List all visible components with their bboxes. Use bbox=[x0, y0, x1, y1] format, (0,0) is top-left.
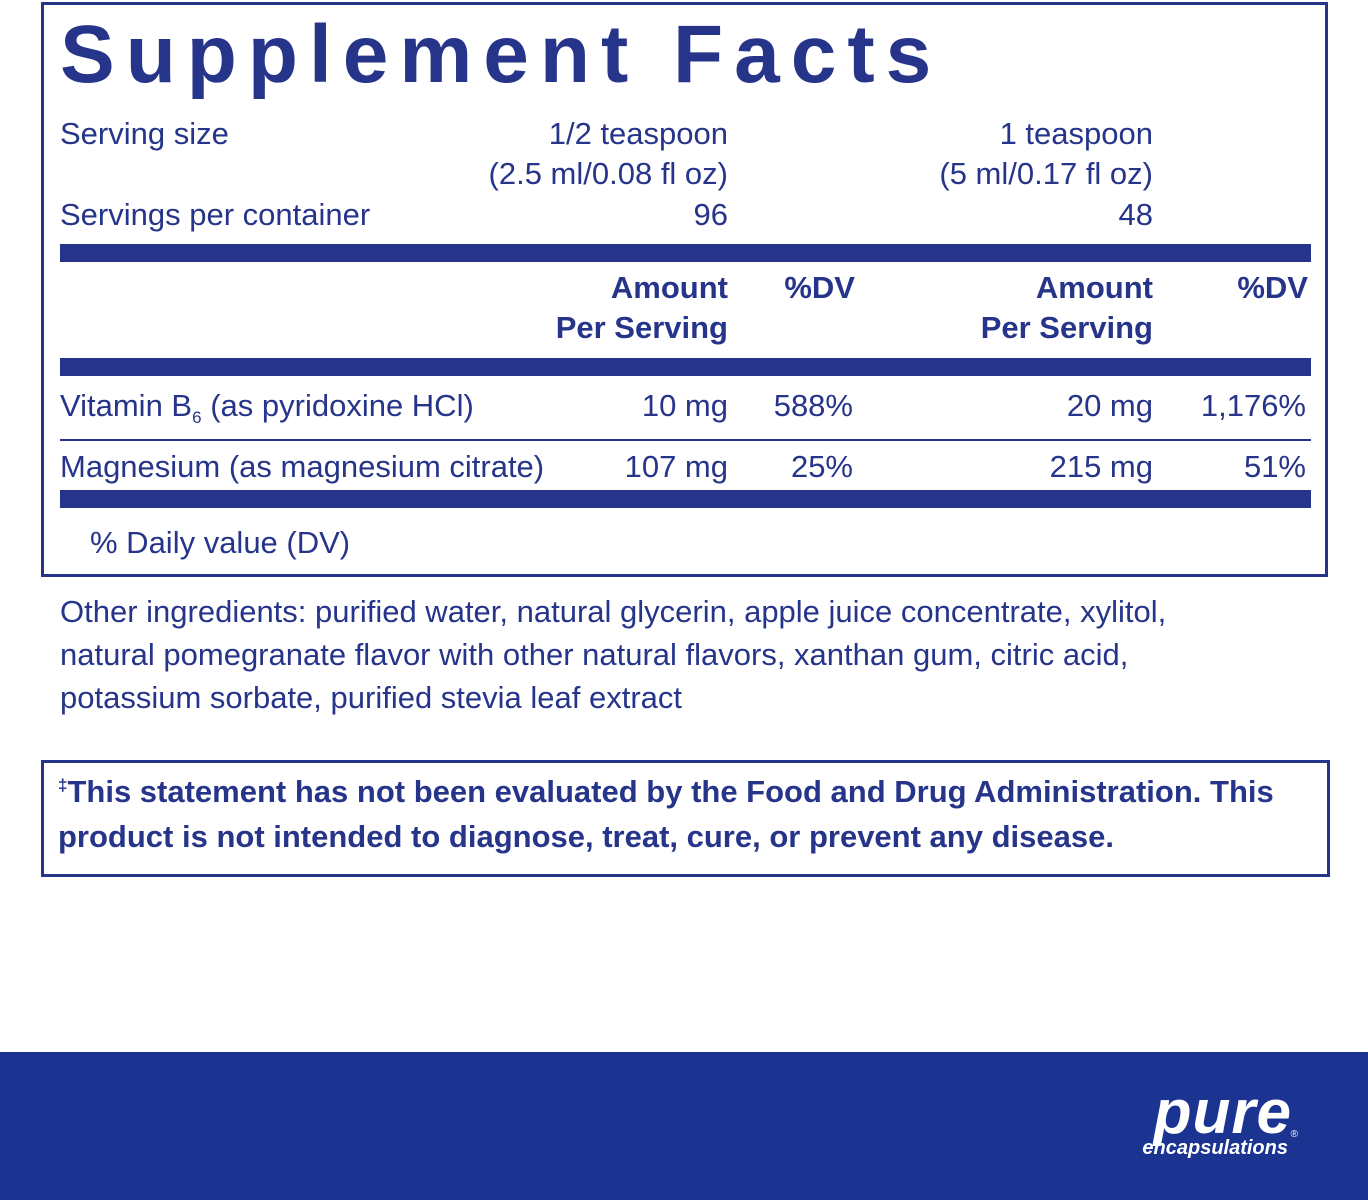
amount: 215 mg bbox=[1049, 449, 1153, 484]
brand-band bbox=[0, 1052, 1368, 1200]
servings-label: Servings per container bbox=[60, 197, 371, 232]
column-header: %DV bbox=[784, 270, 855, 305]
servings-count: 48 bbox=[1118, 197, 1153, 232]
amount: 20 mg bbox=[1066, 388, 1153, 423]
facts-box bbox=[41, 2, 1328, 577]
column-header: Amount bbox=[1035, 270, 1153, 305]
servings-count: 96 bbox=[693, 197, 728, 232]
daily-value: 25% bbox=[790, 449, 853, 484]
nutrient-name: Vitamin B6 (as pyridoxine HCl) bbox=[60, 390, 474, 426]
divider bbox=[60, 490, 1311, 508]
brand-sub: encapsulations bbox=[1142, 1137, 1288, 1159]
disclaimer-text: This statement has not been evaluated by… bbox=[67, 774, 1274, 809]
nutrient-name: Vitamin B bbox=[60, 388, 193, 423]
column-header: Per Serving bbox=[555, 310, 728, 345]
serving-size: (5 ml/0.17 fl oz) bbox=[939, 156, 1153, 191]
ingredients-line: Other ingredients: purified water, natur… bbox=[60, 594, 1167, 629]
column-header: Per Serving bbox=[980, 310, 1153, 345]
registered-mark: ® bbox=[1290, 1129, 1298, 1140]
serving-size-label: Serving size bbox=[60, 116, 229, 151]
ingredients-line: potassium sorbate, purified stevia leaf … bbox=[60, 680, 683, 715]
serving-size: 1 teaspoon bbox=[999, 116, 1153, 151]
amount: 107 mg bbox=[624, 449, 728, 484]
column-header: Amount bbox=[610, 270, 728, 305]
daily-value: 1,176% bbox=[1200, 388, 1306, 423]
ingredients-line: natural pomegranate flavor with other na… bbox=[60, 637, 1129, 672]
footnote: % Daily value (DV) bbox=[90, 525, 351, 560]
divider bbox=[60, 244, 1311, 262]
serving-size: 1/2 teaspoon bbox=[548, 116, 728, 151]
divider bbox=[60, 358, 1311, 376]
serving-size: (2.5 ml/0.08 fl oz) bbox=[488, 156, 728, 191]
disclaimer-mark: ‡ bbox=[58, 775, 68, 795]
title: Supplement Facts bbox=[60, 9, 943, 100]
amount: 10 mg bbox=[641, 388, 728, 423]
brand-name: pure bbox=[1153, 1078, 1292, 1147]
disclaimer-line: ‡This statement has not been evaluated b… bbox=[58, 776, 1274, 807]
disclaimer-line: product is not intended to diagnose, tre… bbox=[58, 819, 1114, 854]
daily-value: 51% bbox=[1243, 449, 1306, 484]
nutrient-name: Magnesium (as magnesium citrate) bbox=[60, 449, 545, 484]
row-divider bbox=[60, 439, 1311, 441]
nutrient-name: (as pyridoxine HCl) bbox=[210, 388, 474, 423]
column-header: %DV bbox=[1237, 270, 1308, 305]
daily-value: 588% bbox=[773, 388, 853, 423]
disclaimer-box bbox=[41, 760, 1330, 877]
subscript: 6 bbox=[192, 408, 202, 428]
